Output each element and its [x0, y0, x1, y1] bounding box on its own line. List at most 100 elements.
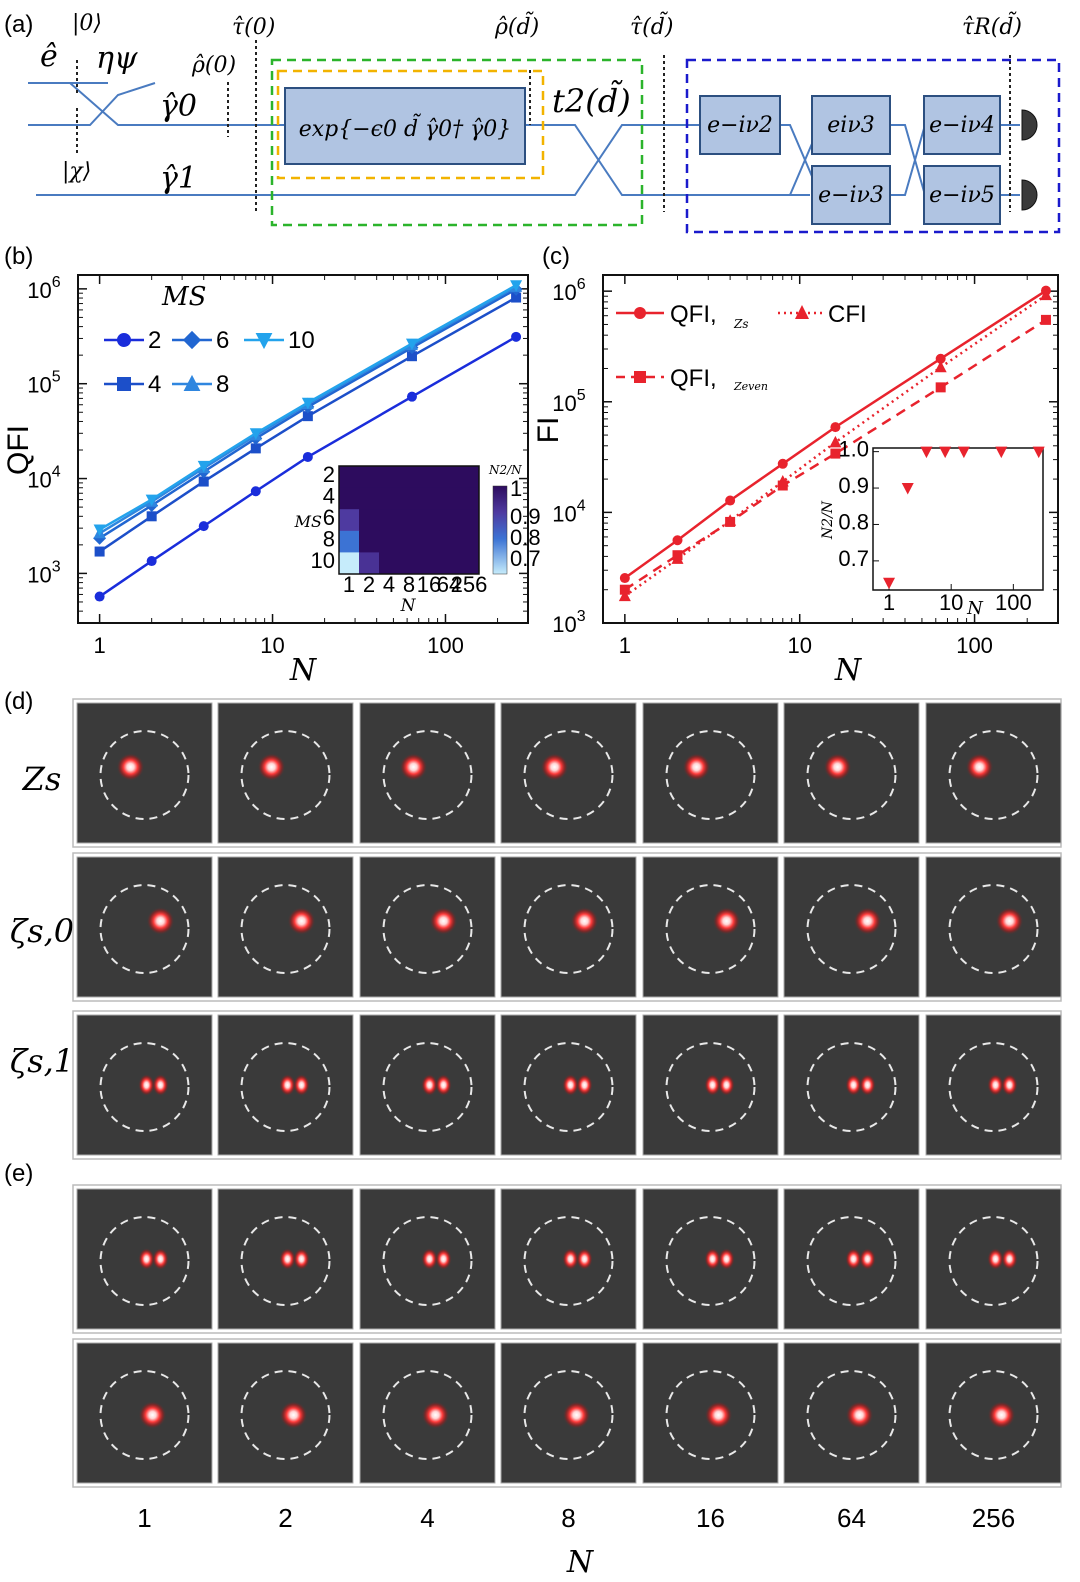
heatmap-cell [339, 487, 360, 510]
data-point [145, 494, 158, 507]
intensity-spot [995, 907, 1024, 935]
data-point [1040, 314, 1051, 325]
label-taud: τ̂(d̃) [630, 10, 673, 40]
legend-title-b: MS [161, 282, 206, 312]
inset-ylabel-b: MS [294, 512, 322, 531]
label-e-hat: ê [40, 39, 58, 74]
intensity-image [925, 856, 1062, 998]
data-point [198, 476, 209, 487]
heatmap-cell [339, 509, 360, 532]
column-label: 64 [837, 1503, 866, 1533]
heatmap-cell [359, 487, 380, 510]
legend-label: 2 [148, 327, 161, 354]
legend-label-cfi: CFI [828, 301, 867, 328]
plot-frame-b [77, 274, 529, 624]
panel-label-c: (c) [542, 243, 570, 270]
wire-bs2a [779, 124, 821, 196]
legend-sub-zs: Zs [733, 317, 749, 331]
heatmap-cell [439, 466, 460, 489]
intensity-spot [279, 1248, 296, 1270]
ylabel-b: QFI [2, 425, 35, 475]
phase-label-nu3a: eiν3 [827, 113, 874, 138]
data-point [405, 338, 418, 351]
intensity-spot [704, 1074, 721, 1096]
intensity-image [642, 856, 779, 998]
inset-x-tick: 1 [883, 590, 895, 615]
colorbar-tick: 1 [510, 476, 522, 501]
intensity-spot [823, 753, 852, 781]
row-label: ζs,0 [10, 912, 74, 950]
intensity-spot [279, 1401, 308, 1429]
heatmap-cell [419, 487, 440, 510]
intensity-image [925, 702, 1062, 844]
inset-x-tick: 4 [383, 572, 395, 597]
heatmap-cell [439, 487, 460, 510]
intensity-image [76, 1342, 213, 1484]
data-point [249, 428, 262, 440]
legend-label-qfi-zeven: QFI, [670, 365, 717, 392]
heatmap-cell [359, 509, 380, 532]
heatmap-cell [379, 509, 400, 532]
x-tick-label: 10 [260, 633, 284, 658]
plot-frame-c [602, 274, 1059, 624]
heatmap-cell [459, 552, 480, 575]
data-point [935, 382, 946, 393]
colorbar-b [492, 485, 508, 575]
intensity-spot [712, 907, 741, 935]
wire-e [28, 82, 285, 126]
wire-bs3 [890, 124, 926, 196]
x-tick-label: 10 [787, 633, 811, 658]
detector-icon [1021, 179, 1038, 211]
xlabel-images: N [566, 1545, 595, 1580]
series-b [93, 280, 523, 602]
inset-y-tick: 8 [323, 527, 335, 552]
wire-gamma0-cross [525, 124, 810, 196]
intensity-image [217, 1014, 354, 1156]
inset-data-point [920, 446, 933, 459]
data-point [830, 422, 841, 433]
y-tick-label: 105 [27, 369, 60, 398]
intensity-spot [576, 1074, 593, 1096]
intensity-image [783, 1342, 920, 1484]
label-t2: t2(d̃) [552, 81, 631, 120]
label-taurd: τ̂R(d̃) [962, 10, 1022, 40]
label-gamma0: γ̂0 [160, 89, 197, 124]
inset-y-tick: 0.8 [838, 509, 869, 534]
intensity-spot [718, 1248, 735, 1270]
legend-label: 6 [216, 327, 229, 354]
label-tau0: τ̂(0) [232, 15, 275, 40]
inset-x-tick: 8 [403, 572, 415, 597]
panel-d: (d) (e) Zs ζs,0 ζs,1 [4, 688, 74, 1187]
inset-data-point [1032, 446, 1045, 459]
panel-label-e: (e) [4, 1160, 33, 1187]
intensity-image [359, 702, 496, 844]
heatmap-cell [379, 530, 400, 553]
intensity-image [76, 702, 213, 844]
data-point [302, 411, 313, 422]
data-point [777, 458, 788, 469]
data-point [934, 360, 947, 373]
phase-box-nu5 [923, 165, 1001, 225]
heatmap-cell [419, 530, 440, 553]
xlabel-c: N [834, 653, 863, 688]
data-point [935, 353, 946, 364]
intensity-spot [293, 1248, 310, 1270]
intensity-image [217, 1188, 354, 1330]
inset-frame-c [872, 447, 1044, 591]
colorbar-label-b: N2/N [488, 463, 522, 477]
axis-ticks-c: 1 10 100 103 104 105 106 [552, 275, 1059, 658]
intensity-spot [146, 907, 175, 935]
row-label: Zs [22, 760, 62, 798]
intensity-spot [1001, 1248, 1018, 1270]
intensity-spot [138, 1248, 155, 1270]
data-point [250, 486, 261, 497]
label-ketchi: |χ⟩ [62, 159, 91, 184]
intensity-image [642, 1188, 779, 1330]
intensity-spot [845, 1074, 862, 1096]
heatmap-cell [399, 487, 420, 510]
intensity-spot [987, 1401, 1016, 1429]
time-markers [76, 40, 1011, 212]
inset-frame-b [338, 465, 480, 575]
data-point [619, 573, 630, 584]
